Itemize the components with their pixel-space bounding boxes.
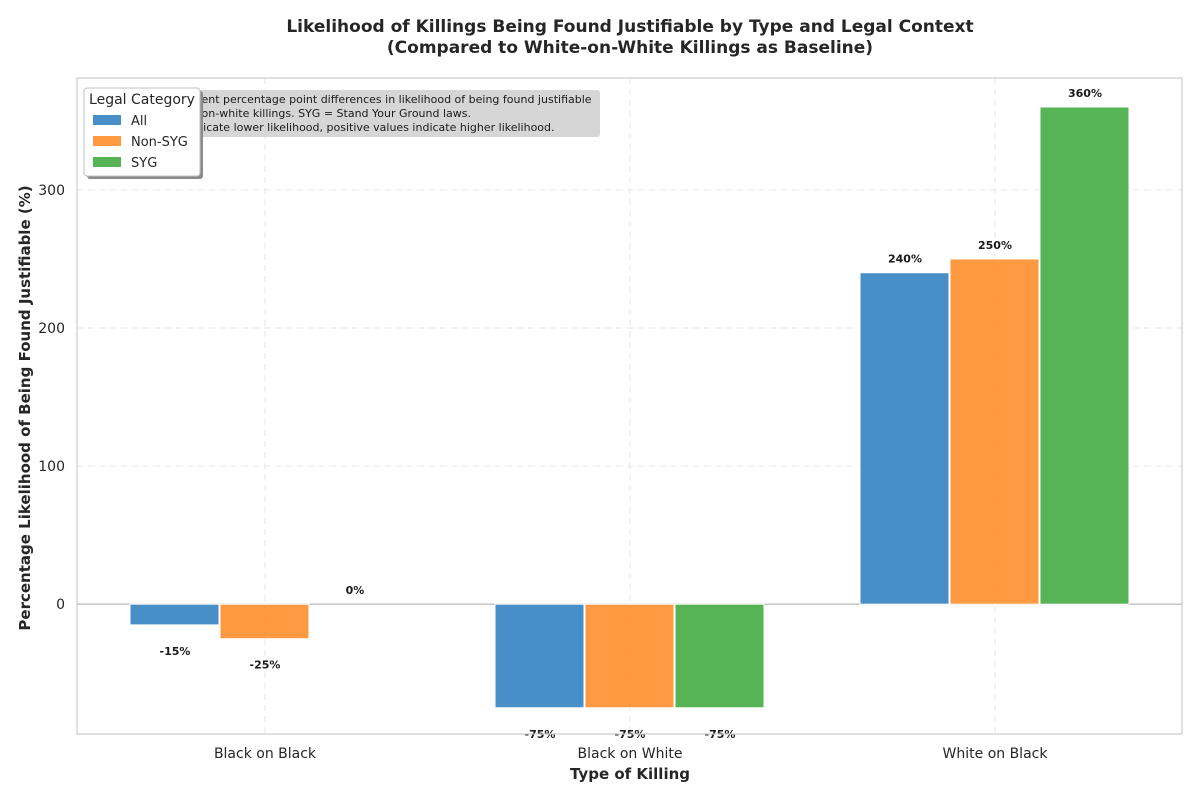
x-tick-label: White on Black xyxy=(943,746,1049,762)
data-label: 0% xyxy=(346,584,365,597)
legend-swatch-syg xyxy=(93,157,121,167)
x-axis-label: Type of Killing xyxy=(570,765,690,783)
bar-non-syg-1 xyxy=(219,603,310,640)
note-line-3: Negative values indicate lower likelihoo… xyxy=(94,121,555,134)
data-label: 360% xyxy=(1068,87,1102,100)
legend-label-non-syg: Non-SYG xyxy=(131,135,188,150)
legend-swatch-non-syg xyxy=(93,136,121,146)
y-axis-ticks: 0 100 200 300 xyxy=(38,183,65,613)
x-tick-label: Black on White xyxy=(578,746,683,762)
note-line-1: Note: Values represent percentage point … xyxy=(94,93,592,106)
legend-label-syg: SYG xyxy=(131,156,157,171)
bar-syg-3 xyxy=(1039,106,1130,605)
legend-box xyxy=(83,87,201,177)
bar-non-syg-3 xyxy=(949,258,1040,605)
bar-syg-2 xyxy=(674,603,765,709)
data-label: -25% xyxy=(250,659,281,672)
note-background xyxy=(88,90,600,137)
y-axis-label: Percentage Likelihood of Being Found Jus… xyxy=(16,185,34,630)
data-label: 240% xyxy=(888,253,922,266)
chart-subtitle: (Compared to White-on-White Killings as … xyxy=(387,38,873,58)
y-tick-label: 100 xyxy=(38,459,65,475)
x-tick-label: Black on Black xyxy=(214,746,317,762)
data-label: -15% xyxy=(160,645,191,658)
legend: Legal Category All Non-SYG SYG xyxy=(83,87,203,179)
y-tick-label: 0 xyxy=(56,597,65,613)
chart-title: Likelihood of Killings Being Found Justi… xyxy=(286,17,973,37)
bar-all-3 xyxy=(859,272,950,605)
data-label: 250% xyxy=(978,239,1012,252)
plot-frame xyxy=(76,77,1183,735)
y-tick-label: 200 xyxy=(38,321,65,337)
y-tick-label: 300 xyxy=(38,183,65,199)
bar-non-syg-2 xyxy=(584,603,675,709)
bar-all-2 xyxy=(494,603,585,709)
legend-title: Legal Category xyxy=(89,92,195,108)
legend-swatch-all xyxy=(93,115,121,125)
plot-bars xyxy=(129,106,1130,709)
bar-all-1 xyxy=(129,603,220,626)
x-axis-ticks: Black on Black Black on White White on Bla… xyxy=(214,746,1048,762)
legend-label-all: All xyxy=(131,114,147,129)
